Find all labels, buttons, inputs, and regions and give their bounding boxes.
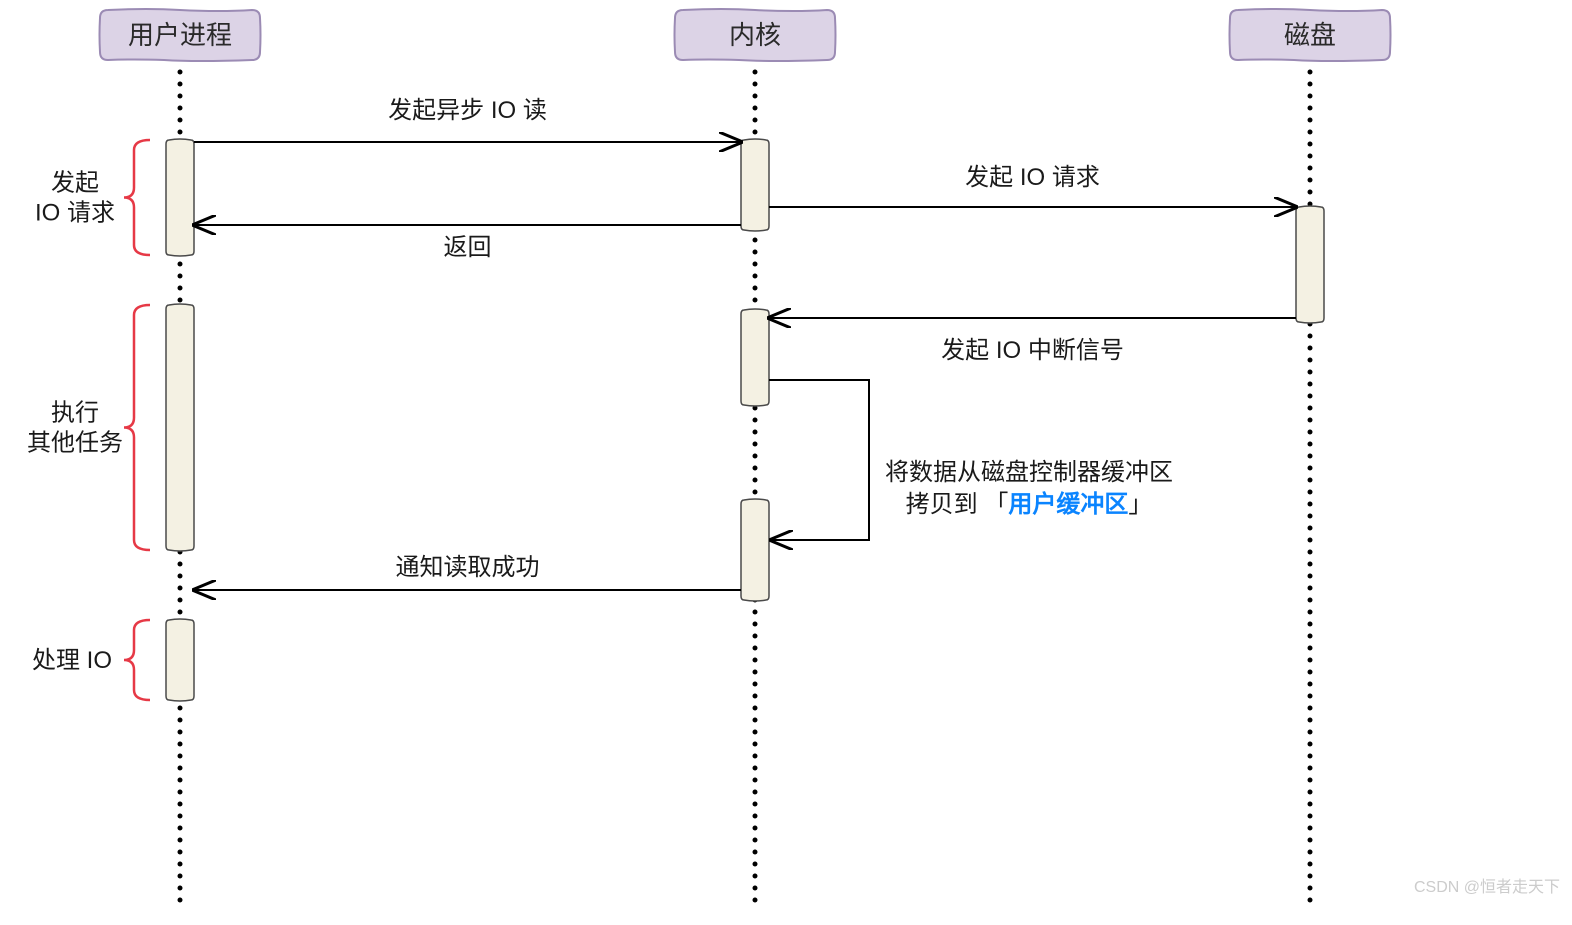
brace-b1: 发起 IO 请求 xyxy=(35,140,150,255)
message-label: 返回 xyxy=(444,234,492,261)
actor-label: 用户进程 xyxy=(128,20,232,50)
brace-label: 其他任务 xyxy=(27,430,123,457)
brace-label: 发起 xyxy=(51,170,99,197)
sequence-diagram: 用户进程 内核 磁盘发起异步 IO 读发起 IO 请求返回发起 IO 中断信号将数据… xyxy=(0,0,1572,925)
actor-disk: 磁盘 xyxy=(1230,9,1391,61)
activation-bar xyxy=(741,139,769,231)
lifeline-disk xyxy=(1308,70,1313,903)
message-label: 发起 IO 请求 xyxy=(965,164,1100,191)
message-m5: 将数据从磁盘控制器缓冲区拷贝到 「用户缓冲区」 xyxy=(769,380,1173,540)
message-m6: 通知读取成功 xyxy=(194,554,741,590)
actor-kernel: 内核 xyxy=(675,9,836,61)
actor-user: 用户进程 xyxy=(100,9,261,61)
actor-label: 内核 xyxy=(729,20,781,50)
actor-label: 磁盘 xyxy=(1284,20,1336,50)
activation-bar xyxy=(1296,206,1324,323)
message-m4: 发起 IO 中断信号 xyxy=(769,318,1296,364)
activation-bar xyxy=(166,304,194,551)
brace-label: 执行 xyxy=(51,400,99,427)
message-m3: 返回 xyxy=(194,225,741,261)
brace-b2: 执行其他任务 xyxy=(27,305,150,550)
activation-bar xyxy=(166,139,194,256)
activation-bar xyxy=(166,619,194,701)
message-label: 发起 IO 中断信号 xyxy=(941,337,1124,364)
message-label: 通知读取成功 xyxy=(396,554,540,581)
message-label: 拷贝到 「用户缓冲区」 xyxy=(906,490,1153,518)
message-label: 将数据从磁盘控制器缓冲区 xyxy=(885,459,1173,486)
message-m1: 发起异步 IO 读 xyxy=(194,97,741,142)
brace-label: IO 请求 xyxy=(35,200,115,227)
message-m2: 发起 IO 请求 xyxy=(769,164,1296,207)
activation-bar xyxy=(741,499,769,601)
watermark: CSDN @恒者走天下 xyxy=(1414,878,1560,896)
message-label: 发起异步 IO 读 xyxy=(388,97,547,124)
brace-label: 处理 IO xyxy=(32,647,112,674)
brace-b3: 处理 IO xyxy=(32,620,150,700)
activation-bar xyxy=(741,309,769,406)
